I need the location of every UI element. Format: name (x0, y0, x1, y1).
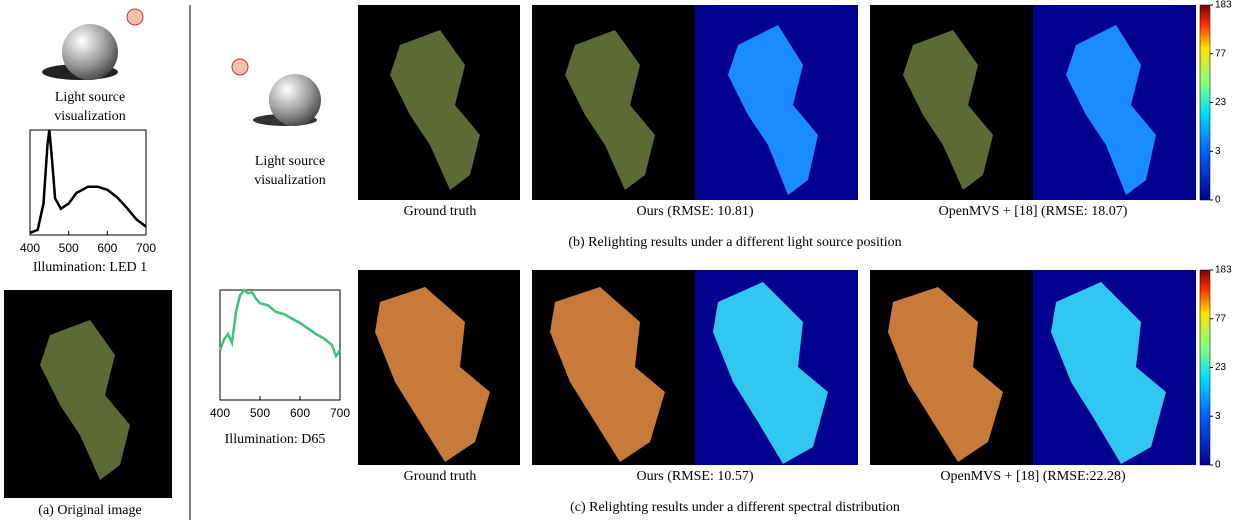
plot-frame (219, 289, 341, 401)
x-tick-label: 500 (59, 241, 79, 255)
light-label: Light source (55, 90, 125, 105)
colorbar-label: 3 (1215, 411, 1221, 422)
spectrum-line (29, 129, 147, 235)
caption: Ground truth (404, 469, 477, 484)
colorbar-label: 23 (1215, 362, 1227, 373)
section-caption: (c) Relighting results under a different… (570, 500, 900, 515)
caption: (a) Original image (38, 503, 141, 518)
illumination: Illumination: LED 1 (33, 260, 147, 275)
colorbar-label: 3 (1215, 146, 1221, 157)
illumination: Illumination: D65 (225, 432, 326, 447)
x-tick-label: 400 (20, 241, 40, 255)
light-label: visualization (54, 109, 126, 124)
colorbar-label: 183 (1215, 265, 1232, 276)
section-caption: (b) Relighting results under a different… (568, 235, 901, 250)
light-label: Light source (255, 154, 325, 169)
sphere (269, 74, 321, 126)
colorbar-label: 183 (1215, 0, 1232, 11)
x-tick-label: 700 (136, 241, 156, 255)
spectrum-line (218, 288, 342, 359)
x-tick-label: 500 (250, 406, 270, 420)
colorbar (1199, 269, 1211, 466)
x-tick-label: 700 (330, 406, 350, 420)
x-tick-label: 400 (210, 406, 230, 420)
colorbar (1199, 4, 1211, 201)
colorbar-label: 23 (1215, 97, 1227, 108)
caption: Ours (RMSE: 10.81) (636, 204, 753, 219)
x-tick-label: 600 (290, 406, 310, 420)
caption: Ground truth (404, 204, 477, 219)
caption: OpenMVS + [18] (RMSE: 18.07) (939, 204, 1128, 219)
colorbar-label: 77 (1215, 313, 1227, 324)
x-tick-label: 600 (97, 241, 117, 255)
lamp (231, 58, 249, 76)
lamp (126, 8, 144, 26)
colorbar-label: 77 (1215, 48, 1227, 59)
plot-frame (29, 129, 147, 236)
caption: OpenMVS + [18] (RMSE:22.28) (940, 469, 1126, 484)
sphere (62, 24, 118, 80)
light-label: visualization (254, 173, 326, 188)
caption: Ours (RMSE: 10.57) (636, 469, 753, 484)
colorbar-label: 0 (1215, 195, 1221, 206)
colorbar-label: 0 (1215, 460, 1221, 471)
